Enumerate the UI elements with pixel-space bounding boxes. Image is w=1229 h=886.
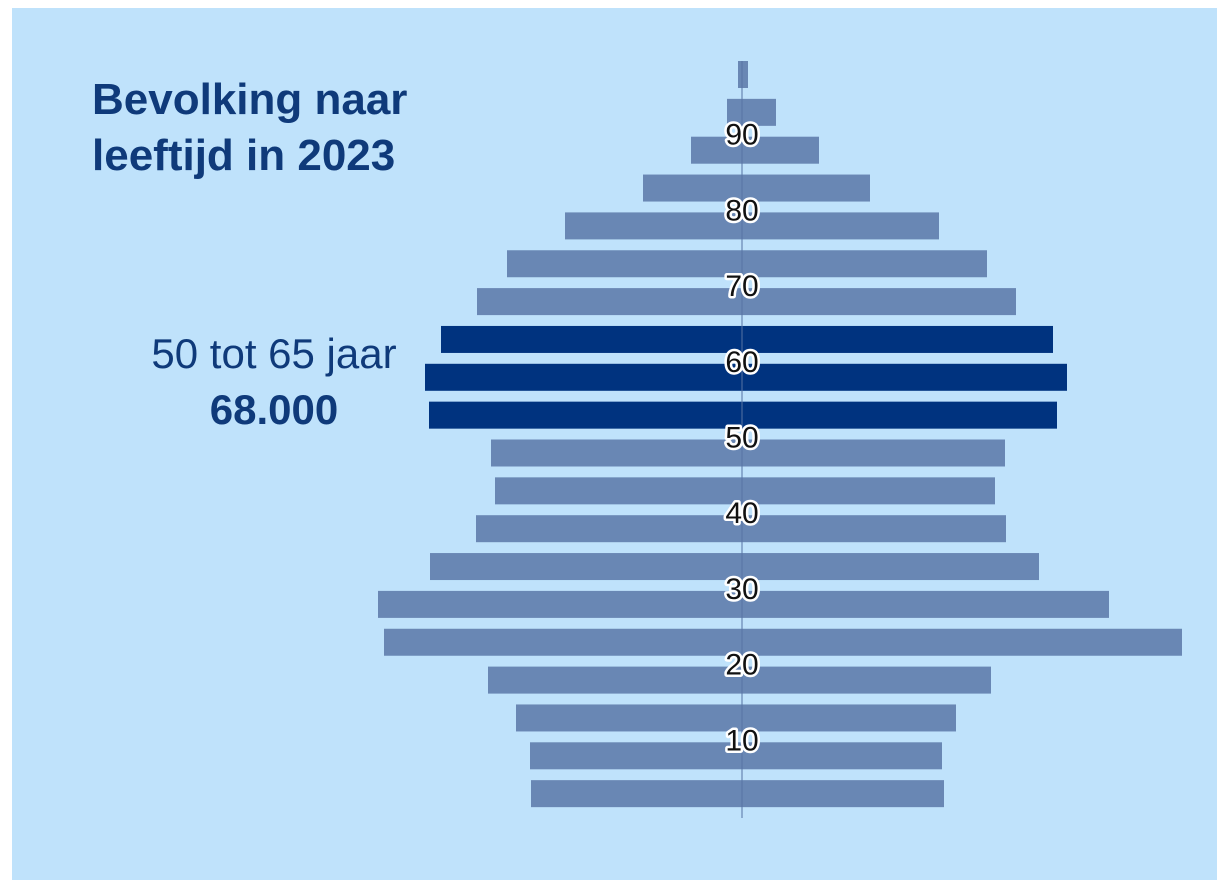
bar-left-20-24 bbox=[384, 628, 742, 656]
bar-right-20-24 bbox=[742, 628, 1182, 656]
highlight-annotation-label: 50 tot 65 jaar bbox=[151, 330, 397, 377]
bar-left-30-34 bbox=[430, 553, 742, 581]
bar-right-30-34 bbox=[742, 553, 1039, 581]
bar-right-85-89 bbox=[742, 136, 819, 164]
title-line-1: Bevolking naar bbox=[92, 75, 408, 124]
bar-right-25-29 bbox=[742, 590, 1109, 618]
bar-left-80-84 bbox=[643, 174, 742, 202]
bar-right-65-69 bbox=[742, 288, 1016, 316]
highlight-annotation-value: 68.000 bbox=[209, 386, 339, 433]
bar-right-95+ bbox=[742, 61, 748, 88]
bar-right-0-4 bbox=[742, 780, 944, 808]
bar-right-50-54 bbox=[742, 401, 1057, 429]
bar-left-70-74 bbox=[507, 250, 742, 278]
bar-left-95+ bbox=[738, 61, 742, 88]
bar-right-70-74 bbox=[742, 250, 987, 278]
bar-right-15-19 bbox=[742, 666, 991, 694]
bar-left-45-49 bbox=[491, 439, 742, 467]
bar-left-40-44 bbox=[495, 477, 742, 505]
bar-right-60-64 bbox=[742, 325, 1053, 353]
bar-right-75-79 bbox=[742, 212, 939, 240]
bar-right-55-59 bbox=[742, 363, 1067, 391]
age-tick-label-60: 60 bbox=[725, 346, 758, 379]
bar-left-5-9 bbox=[530, 742, 742, 770]
bar-left-25-29 bbox=[378, 590, 742, 618]
age-tick-label-80: 80 bbox=[725, 194, 758, 227]
bar-left-50-54 bbox=[429, 401, 742, 429]
age-tick-label-30: 30 bbox=[725, 573, 758, 606]
bar-left-85-89 bbox=[691, 136, 742, 164]
bar-right-80-84 bbox=[742, 174, 870, 202]
age-tick-label-20: 20 bbox=[725, 649, 758, 682]
bar-left-15-19 bbox=[488, 666, 742, 694]
bar-left-60-64 bbox=[441, 325, 742, 353]
bar-left-90-94 bbox=[727, 98, 742, 126]
highlight-annotation: 50 tot 65 jaar 68.000 bbox=[104, 326, 444, 438]
title-line-2: leeftijd in 2023 bbox=[92, 131, 396, 180]
chart-title: Bevolking naar leeftijd in 2023 bbox=[92, 72, 407, 184]
bar-right-35-39 bbox=[742, 515, 1006, 543]
age-tick-label-70: 70 bbox=[725, 270, 758, 303]
age-tick-label-50: 50 bbox=[725, 422, 758, 455]
bar-left-65-69 bbox=[477, 288, 742, 316]
age-tick-label-10: 10 bbox=[725, 724, 758, 757]
bar-right-90-94 bbox=[742, 98, 776, 126]
bar-right-10-14 bbox=[742, 704, 956, 732]
bar-left-10-14 bbox=[516, 704, 742, 732]
bar-left-55-59 bbox=[425, 363, 742, 391]
bar-right-45-49 bbox=[742, 439, 1005, 467]
bar-left-35-39 bbox=[476, 515, 742, 543]
bar-right-40-44 bbox=[742, 477, 995, 505]
bar-right-5-9 bbox=[742, 742, 942, 770]
age-tick-label-90: 90 bbox=[725, 119, 758, 152]
age-tick-label-40: 40 bbox=[725, 497, 758, 530]
bar-left-75-79 bbox=[565, 212, 742, 240]
bar-left-0-4 bbox=[531, 780, 742, 808]
